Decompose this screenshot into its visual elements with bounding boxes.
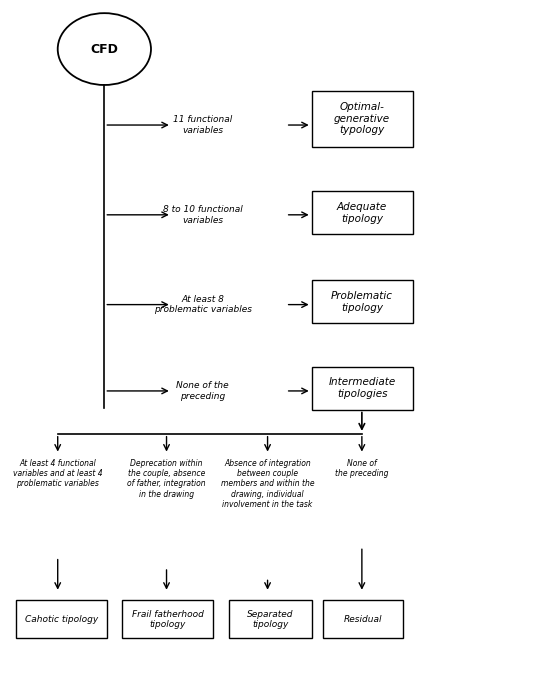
Text: Residual: Residual	[344, 614, 382, 624]
Text: At least 8
problematic variables: At least 8 problematic variables	[154, 295, 252, 315]
Text: Adequate
tipology: Adequate tipology	[337, 202, 387, 224]
Text: 8 to 10 functional
variables: 8 to 10 functional variables	[163, 205, 243, 224]
Text: Absence of integration
between couple
members and within the
drawing, individual: Absence of integration between couple me…	[221, 459, 315, 510]
Text: Frail fatherhood
tipology: Frail fatherhood tipology	[132, 610, 204, 629]
Text: Deprecation within
the couple, absence
of father, integration
in the drawing: Deprecation within the couple, absence o…	[127, 459, 206, 499]
Text: Separated
tipology: Separated tipology	[247, 610, 293, 629]
Text: Problematic
tipology: Problematic tipology	[331, 291, 393, 312]
Text: Cahotic tipology: Cahotic tipology	[25, 614, 98, 624]
Text: 11 functional
variables: 11 functional variables	[173, 115, 233, 135]
Text: Intermediate
tipologies: Intermediate tipologies	[329, 377, 396, 399]
Text: Optimal-
generative
typology: Optimal- generative typology	[334, 102, 390, 136]
Text: None of
the preceding: None of the preceding	[335, 459, 389, 478]
Text: At least 4 functional
variables and at least 4
problematic variables: At least 4 functional variables and at l…	[13, 459, 102, 489]
Text: None of the
preceding: None of the preceding	[176, 381, 229, 401]
Text: CFD: CFD	[91, 43, 118, 55]
